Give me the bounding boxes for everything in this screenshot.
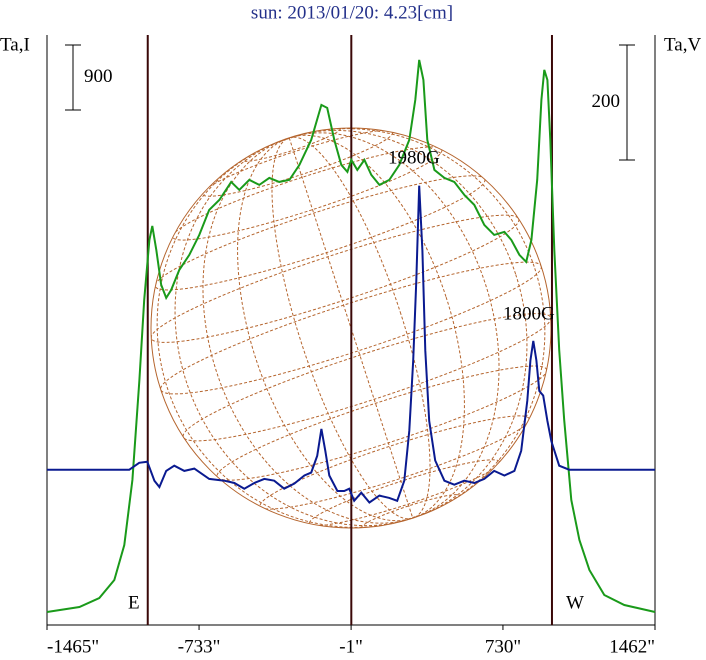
parallel xyxy=(241,126,342,162)
x-tick-label: -733" xyxy=(178,636,221,657)
x-tick-label: -1" xyxy=(339,636,363,657)
x-tick-label: 1462" xyxy=(609,636,655,657)
x-tick-label: 730" xyxy=(485,636,521,657)
y2-axis-label: Ta,V xyxy=(664,34,701,55)
chart-title: sun: 2013/01/20: 4.23[cm] xyxy=(251,2,453,23)
annotation: 1980G xyxy=(388,147,440,168)
annotation: 1800G xyxy=(503,303,555,324)
parallel xyxy=(154,175,486,291)
parallel xyxy=(259,415,530,510)
series-line xyxy=(47,185,655,504)
scale-bar-label: 200 xyxy=(592,91,621,112)
solar-grid xyxy=(150,126,552,530)
parallel xyxy=(201,129,394,197)
annotation: W xyxy=(566,592,584,613)
parallel xyxy=(160,261,542,395)
parallel xyxy=(150,214,520,343)
parallel xyxy=(216,365,548,481)
y-axis-label: Ta,I xyxy=(0,34,30,55)
series-line xyxy=(46,59,656,613)
annotation: E xyxy=(128,592,140,613)
scale-bar-label: 900 xyxy=(84,66,113,87)
parallel xyxy=(308,459,501,527)
parallel xyxy=(172,146,443,241)
x-tick-label: -1465" xyxy=(47,636,99,657)
